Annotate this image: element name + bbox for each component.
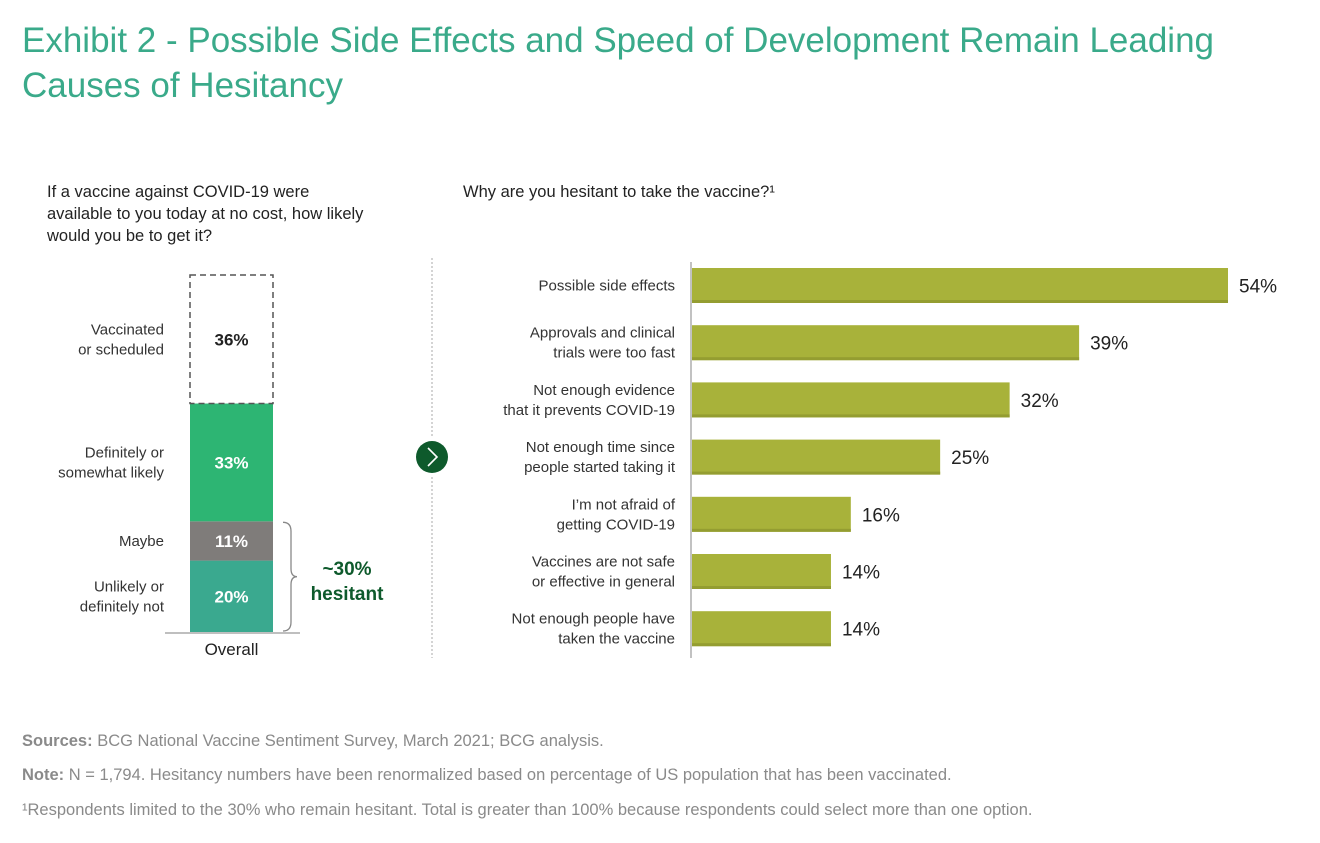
stack-segment-4 <box>189 274 274 405</box>
stack-segment-value-label: 36% <box>214 330 248 349</box>
arrow-circle <box>416 441 448 473</box>
hbar-value-label: 14% <box>842 563 880 584</box>
hbar-2 <box>692 325 1080 361</box>
hbar-category-label: I’m not afraid of <box>572 496 676 513</box>
hbar-value-label: 39% <box>1090 334 1128 355</box>
hbar-category-label: Approvals and clinical <box>530 325 675 342</box>
hbar-shadow <box>692 300 1228 303</box>
stack-segment-2 <box>190 521 273 561</box>
hbar-category-label: Not enough people have <box>512 611 675 628</box>
left-chart-question: If a vaccine against COVID-19 were avail… <box>47 181 367 247</box>
stack-segment-1 <box>190 560 273 632</box>
stack-segment-category-label: Definitely or <box>85 444 164 461</box>
stack-segment-category-label: or scheduled <box>78 341 164 358</box>
hbar-value-label: 25% <box>951 448 989 469</box>
footnote-line: ¹Respondents limited to the 30% who rema… <box>22 801 1033 819</box>
stack-segment-3 <box>190 403 273 522</box>
note-text: N = 1,794. Hesitancy numbers have been r… <box>64 766 952 784</box>
hbar-shadow <box>692 414 1010 418</box>
stack-segment-value-label: 20% <box>214 587 248 606</box>
hesitant-brace <box>282 521 298 632</box>
hbar-6 <box>692 554 831 589</box>
arrow-right-icon <box>416 441 448 473</box>
hbar-value-label: 16% <box>862 505 900 526</box>
exhibit-title: Exhibit 2 - Possible Side Effects and Sp… <box>22 21 1215 105</box>
hbar-value-label: 14% <box>842 620 880 641</box>
stack-segment-category-label: somewhat likely <box>58 464 164 481</box>
hbar-shadow <box>692 586 831 589</box>
hbar-category-label: trials were too fast <box>553 345 676 362</box>
sources-text: BCG National Vaccine Sentiment Survey, M… <box>92 732 604 750</box>
hbar-shadow <box>692 471 941 475</box>
stack-segment-category-label: Unlikely or <box>94 578 164 595</box>
hbar-category-label: or effective in general <box>532 574 675 591</box>
hbar-category-label: that it prevents COVID-19 <box>503 402 675 419</box>
hbar-shadow <box>692 357 1080 361</box>
stack-segment-category-label: Vaccinated <box>91 321 164 338</box>
note-line: Note: N = 1,794. Hesitancy numbers have … <box>22 766 952 785</box>
hesitant-annotation-label: hesitant <box>311 584 385 605</box>
stack-segment-category-label: Maybe <box>119 533 164 550</box>
hbar-category-label: getting COVID-19 <box>557 516 675 533</box>
hbar-1 <box>692 268 1228 303</box>
hbar-category-label: Vaccines are not safe <box>532 554 675 571</box>
stack-segment-value-label: 33% <box>214 453 248 472</box>
hesitant-annotation-value: ~30% <box>322 559 371 580</box>
hbar-category-label: Not enough evidence <box>533 382 675 399</box>
hbar-shadow <box>692 528 851 532</box>
right-chart-question: Why are you hesitant to take the vaccine… <box>463 183 775 201</box>
stack-segment-value-label: 11% <box>215 532 248 551</box>
sources-label: Sources: <box>22 732 93 750</box>
stack-segment-category-label: definitely not <box>80 598 165 615</box>
hbar-category-label: taken the vaccine <box>558 631 675 648</box>
stack-category-label: Overall <box>205 640 259 659</box>
chevron-right-icon <box>427 447 439 467</box>
horizontal-bar-chart: 54% Possible side effects 39% Approvals and… <box>503 262 1277 658</box>
hbar-3 <box>692 382 1010 418</box>
hbar-4 <box>692 439 941 475</box>
hbar-7 <box>692 611 831 647</box>
sources-line: Sources: BCG National Vaccine Sentiment … <box>22 732 604 751</box>
left-question-text: If a vaccine against COVID-19 were avail… <box>47 183 364 245</box>
hbar-shadow <box>692 643 831 647</box>
note-label: Note: <box>22 766 65 784</box>
hbar-value-label: 32% <box>1021 391 1059 412</box>
panel-divider <box>416 258 448 658</box>
hbar-category-label: Possible side effects <box>539 278 675 295</box>
stacked-column-chart: 20% Unlikely or definitely not 11% Maybe 33% D… <box>58 274 385 659</box>
hbar-5 <box>692 496 851 532</box>
hbar-category-label: people started taking it <box>524 459 676 476</box>
hbar-value-label: 54% <box>1239 277 1277 298</box>
hbar-category-label: Not enough time since <box>526 439 675 456</box>
